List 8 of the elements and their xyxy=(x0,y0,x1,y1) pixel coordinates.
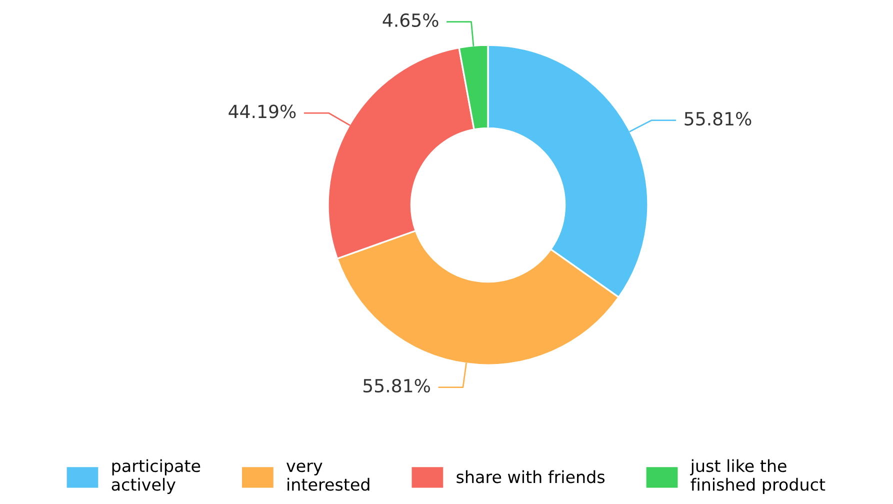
data-label: 4.65% xyxy=(382,13,438,27)
legend-label: share with friends xyxy=(456,470,605,484)
data-label: 44.19% xyxy=(228,104,296,118)
data-label: 55.81% xyxy=(684,112,752,126)
legend-label: participate actively xyxy=(112,459,200,494)
legend-label: very interested xyxy=(286,462,370,491)
legend-label: just like the finished product xyxy=(690,459,826,494)
data-label: 55.81% xyxy=(364,378,430,393)
